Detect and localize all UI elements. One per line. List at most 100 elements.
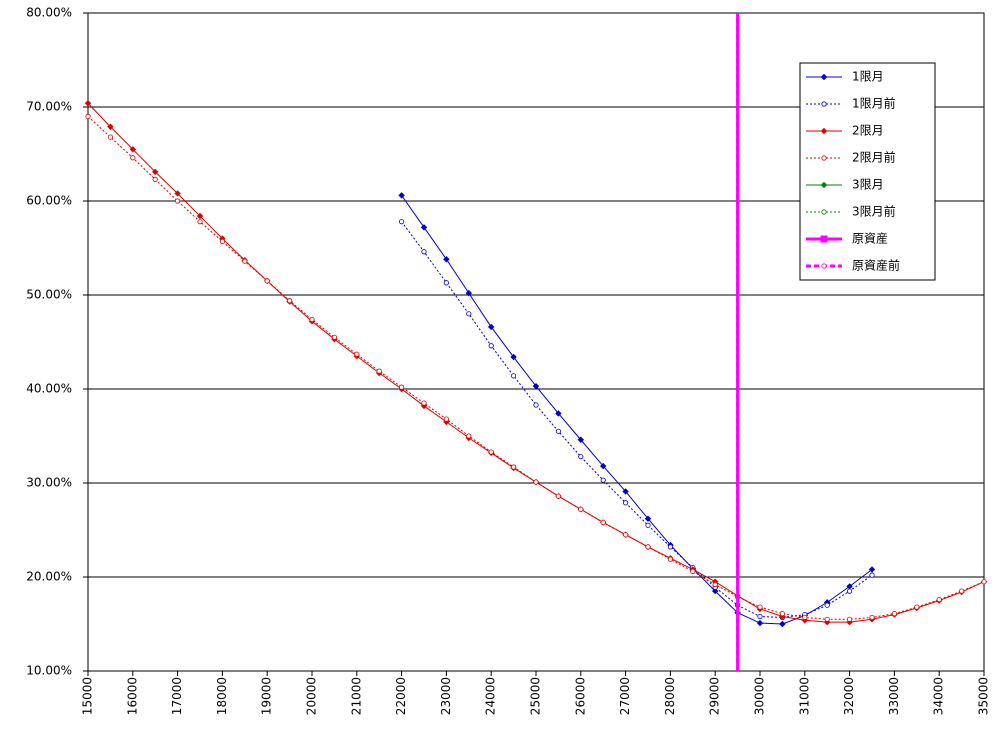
marker (107, 134, 114, 140)
y-tick-label: 20.00% (26, 570, 72, 584)
marker (354, 351, 360, 357)
marker (779, 611, 786, 617)
x-tick-label: 24000 (484, 677, 498, 715)
x-tick-label: 16000 (125, 677, 139, 715)
marker (510, 464, 517, 470)
marker (869, 614, 875, 621)
legend-label: 1限月 (852, 70, 884, 84)
marker (846, 616, 853, 622)
x-tick-label: 18000 (215, 677, 229, 715)
legend-label: 2限月 (852, 124, 884, 138)
marker (578, 506, 584, 512)
marker (936, 596, 942, 603)
marker (622, 488, 629, 495)
marker (599, 462, 607, 470)
marker (981, 579, 987, 585)
marker (779, 620, 786, 628)
y-tick-label: 80.00% (26, 6, 72, 20)
marker (690, 568, 696, 574)
y-tick-label: 60.00% (26, 194, 72, 208)
x-tick-label: 15000 (81, 677, 95, 715)
legend-label: 原資産前 (852, 258, 900, 273)
legend-marker (821, 263, 827, 269)
x-tick-label: 32000 (842, 677, 856, 715)
marker (824, 616, 830, 622)
marker (286, 298, 293, 304)
legend-label: 3限月前 (852, 204, 896, 219)
series-line (401, 221, 873, 618)
marker (107, 123, 114, 130)
marker (577, 436, 585, 443)
marker (757, 604, 763, 610)
x-tick-label: 19000 (260, 677, 274, 715)
marker (465, 289, 473, 297)
marker (533, 479, 539, 485)
marker (151, 168, 159, 176)
x-tick-label: 21000 (349, 677, 363, 715)
marker (667, 556, 674, 562)
x-tick-label: 20000 (305, 677, 319, 715)
marker (622, 532, 629, 538)
marker (152, 176, 158, 182)
plot-frame (87, 12, 985, 672)
legend-marker (820, 127, 828, 135)
y-tick-label: 50.00% (26, 288, 72, 302)
marker (129, 146, 137, 153)
marker (175, 198, 181, 204)
marker (309, 316, 315, 323)
legend-marker (820, 235, 828, 243)
marker (196, 212, 204, 220)
marker (443, 280, 449, 286)
marker (331, 334, 337, 340)
marker (578, 454, 584, 460)
legend-box (799, 62, 936, 281)
marker (466, 311, 472, 317)
marker (85, 113, 91, 120)
marker (264, 278, 270, 284)
x-tick-label: 22000 (394, 677, 408, 715)
marker (846, 588, 853, 594)
marker (802, 614, 808, 621)
marker (421, 249, 427, 255)
marker (532, 382, 540, 390)
marker (914, 604, 920, 610)
x-tick-label: 30000 (753, 677, 767, 715)
legend-label: 2限月前 (852, 150, 896, 165)
marker (219, 238, 225, 245)
y-tick-label: 10.00% (26, 664, 72, 678)
marker (466, 433, 472, 439)
x-tick-label: 25000 (529, 677, 543, 715)
legend-marker (820, 181, 828, 189)
marker (869, 572, 875, 578)
marker (622, 500, 629, 506)
marker (84, 100, 92, 107)
legend-marker (821, 155, 827, 161)
marker (645, 544, 651, 550)
marker (487, 323, 495, 331)
legend-label: 1限月前 (852, 96, 896, 111)
marker (488, 449, 494, 455)
marker (533, 402, 539, 408)
x-tick-label: 28000 (663, 677, 677, 715)
x-tick-label: 29000 (708, 677, 722, 715)
marker (130, 155, 136, 161)
marker (600, 519, 606, 526)
marker (555, 493, 562, 499)
marker (756, 619, 764, 627)
marker (398, 192, 405, 199)
marker (712, 581, 718, 588)
x-tick-label: 26000 (573, 677, 587, 715)
marker (510, 373, 517, 379)
marker (488, 343, 494, 349)
y-tick-label: 30.00% (26, 476, 72, 490)
x-tick-label: 23000 (439, 677, 453, 715)
marker (443, 256, 450, 263)
legend-marker (821, 209, 827, 215)
legend-marker (820, 73, 828, 81)
legend-label: 原資産 (852, 231, 888, 246)
marker (443, 416, 449, 422)
marker (421, 400, 427, 406)
x-tick-label: 17000 (170, 677, 184, 715)
y-tick-label: 70.00% (26, 100, 72, 114)
marker (645, 522, 651, 528)
